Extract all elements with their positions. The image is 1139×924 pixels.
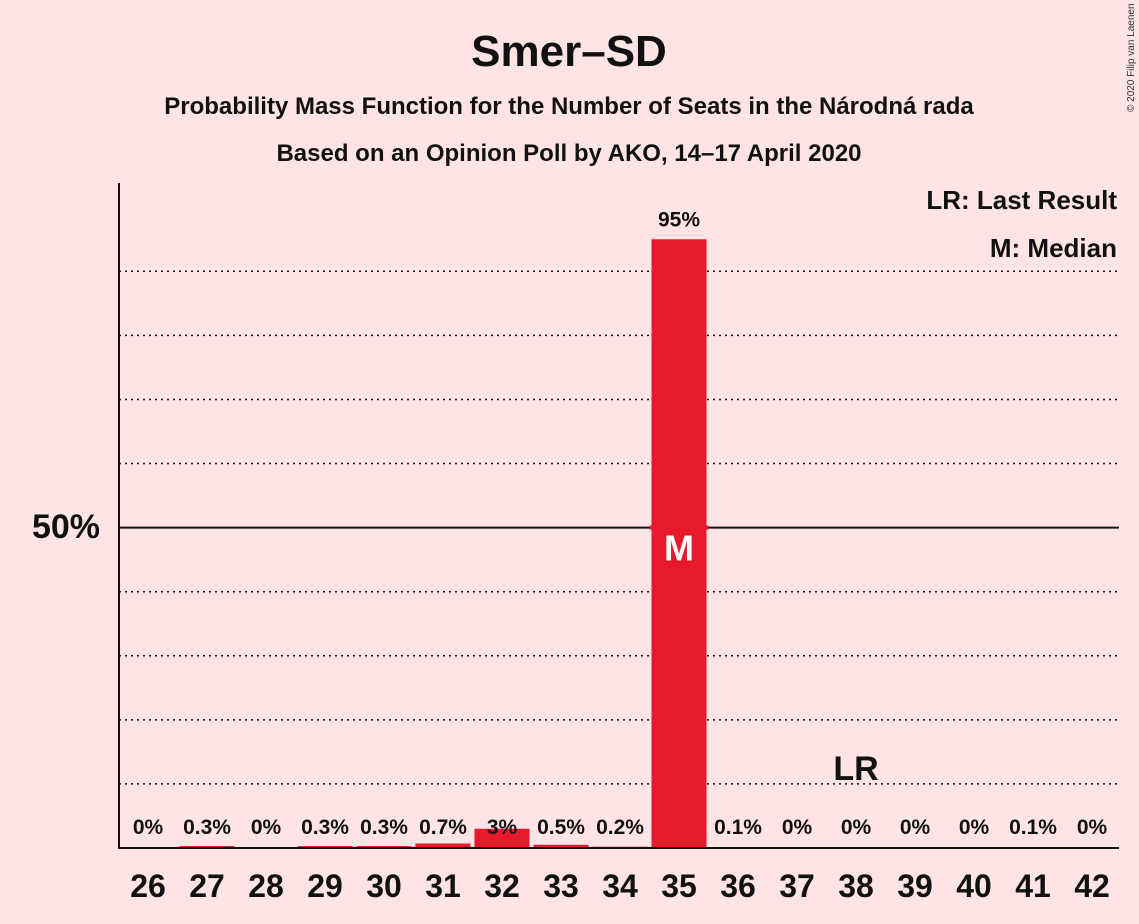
x-tick-35: 35: [661, 868, 697, 904]
data-label-31: 0.7%: [419, 816, 467, 839]
legend-median: M: Median: [990, 233, 1117, 263]
data-label-39: 0%: [900, 816, 931, 839]
bar-35: [651, 239, 707, 848]
data-label-35: 95%: [658, 208, 700, 231]
data-label-28: 0%: [251, 816, 282, 839]
data-label-27: 0.3%: [183, 816, 231, 839]
x-tick-42: 42: [1074, 868, 1110, 904]
data-labels: 0% 0.3% 0% 0.3% 0.3% 0.7% 3% 0.5% 0.2% 95% 0.1% 0% 0…: [133, 208, 1108, 839]
bar-32: [474, 828, 530, 848]
x-tick-33: 33: [543, 868, 579, 904]
x-tick-26: 26: [130, 868, 166, 904]
data-label-42: 0%: [1077, 816, 1108, 839]
x-tick-32: 32: [484, 868, 520, 904]
bar-31: [415, 843, 471, 848]
x-tick-40: 40: [956, 868, 992, 904]
data-label-26: 0%: [133, 816, 164, 839]
x-tick-27: 27: [189, 868, 225, 904]
x-tick-labels: 26 27 28 29 30 31 32 33 34 35 36 37 38 39 40 41 42: [130, 868, 1110, 904]
x-tick-31: 31: [425, 868, 461, 904]
chart-subtitle: Probability Mass Function for the Number…: [164, 93, 974, 120]
chart-title: Smer–SD: [471, 27, 667, 76]
y-tick-label-50: 50%: [32, 508, 100, 546]
x-tick-30: 30: [366, 868, 402, 904]
copyright-notice: © 2020 Filip van Laenen: [1126, 3, 1137, 112]
last-result-marker: LR: [833, 750, 878, 788]
median-bar-overlay: [649, 525, 709, 530]
x-tick-28: 28: [248, 868, 284, 904]
data-label-36: 0.1%: [714, 816, 762, 839]
data-label-30: 0.3%: [360, 816, 408, 839]
data-label-40: 0%: [959, 816, 990, 839]
data-label-33: 0.5%: [537, 816, 585, 839]
x-tick-37: 37: [779, 868, 815, 904]
bars: [179, 239, 1061, 848]
x-tick-36: 36: [720, 868, 756, 904]
data-label-37: 0%: [782, 816, 813, 839]
median-marker: M: [664, 528, 694, 569]
data-label-38: 0%: [841, 816, 872, 839]
chart-subtitle-source: Based on an Opinion Poll by AKO, 14–17 A…: [276, 140, 861, 167]
x-tick-41: 41: [1015, 868, 1051, 904]
x-tick-29: 29: [307, 868, 343, 904]
x-tick-38: 38: [838, 868, 874, 904]
gridlines: [119, 270, 1119, 785]
data-label-34: 0.2%: [596, 816, 644, 839]
data-label-41: 0.1%: [1009, 816, 1057, 839]
x-tick-39: 39: [897, 868, 933, 904]
bar-33: [533, 844, 589, 848]
legend-last-result: LR: Last Result: [926, 185, 1117, 215]
data-label-32: 3%: [487, 816, 518, 839]
x-tick-34: 34: [602, 868, 638, 904]
data-label-29: 0.3%: [301, 816, 349, 839]
